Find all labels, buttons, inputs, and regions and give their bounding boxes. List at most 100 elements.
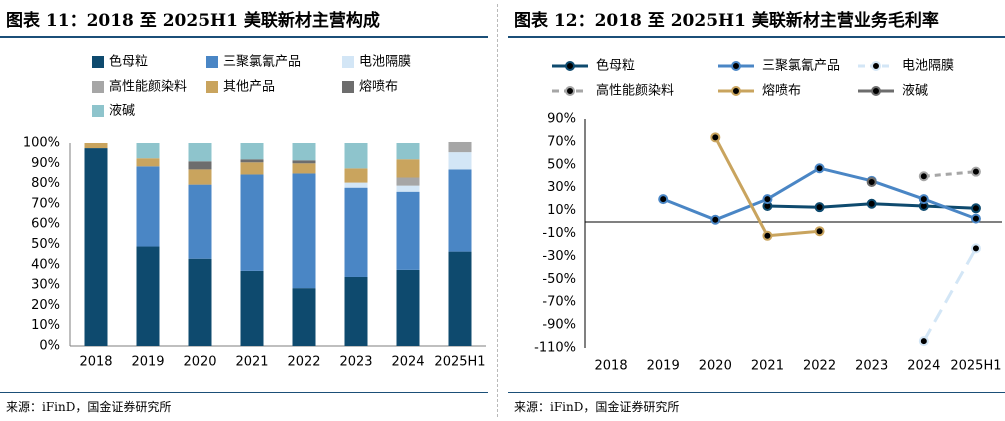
legend-label: 高性能颜染料 — [596, 83, 674, 99]
legend-label: 其他产品 — [223, 80, 275, 95]
y-tick-label: -70% — [542, 295, 576, 310]
y-tick-label: 70% — [547, 134, 576, 149]
bar-segment — [188, 169, 212, 185]
legend-label: 色母粒 — [596, 58, 635, 74]
title-rule — [508, 36, 1005, 38]
data-point — [658, 194, 669, 205]
legend-label: 熔喷布 — [359, 80, 398, 95]
bar-segment — [396, 191, 420, 270]
y-tick-label: 50% — [547, 157, 576, 172]
margin-source-note: 来源：iFinD，国金证券研究所 — [514, 400, 680, 414]
bar-segment — [448, 141, 472, 153]
legend-marker — [871, 61, 881, 71]
data-point — [710, 132, 721, 143]
bar-segment — [344, 168, 368, 183]
x-tick-label: 2023 — [855, 359, 888, 374]
y-tick-label: 90% — [31, 156, 60, 171]
bar-segment — [292, 160, 316, 164]
bar-segment — [344, 143, 368, 169]
y-tick-label: -50% — [542, 272, 576, 287]
legend-swatch — [92, 105, 104, 117]
x-tick-label: 2021 — [751, 359, 784, 374]
y-tick-label: 100% — [23, 136, 60, 151]
bar-segment — [344, 182, 368, 188]
legend-swatch — [342, 56, 354, 68]
bar-segment — [292, 288, 316, 346]
bar-segment — [240, 159, 264, 163]
legend-label: 电池隔膜 — [902, 59, 954, 74]
x-tick-label: 2020 — [183, 355, 216, 370]
data-point — [918, 336, 929, 347]
legend-swatch — [206, 81, 218, 93]
x-tick-label: 2024 — [907, 359, 940, 374]
series-line — [923, 170, 977, 178]
bar-segment — [396, 159, 420, 178]
data-point — [866, 198, 877, 209]
y-tick-label: 30% — [547, 180, 576, 195]
bar-segment — [240, 270, 264, 346]
panel-divider — [497, 4, 498, 417]
data-point — [762, 194, 773, 205]
series-line — [713, 136, 820, 238]
legend-label: 三聚氯氰产品 — [223, 54, 301, 70]
x-tick-label: 2021 — [235, 355, 268, 370]
data-point — [970, 213, 981, 224]
y-tick-label: 70% — [31, 196, 60, 211]
bar-segment — [188, 161, 212, 170]
legend-label: 液碱 — [109, 104, 135, 119]
bar-segment — [448, 169, 472, 252]
bar-segment — [344, 187, 368, 277]
data-point — [970, 166, 981, 177]
x-tick-label: 2024 — [391, 355, 424, 370]
x-tick-label: 2020 — [699, 359, 732, 374]
source-rule — [508, 392, 1005, 393]
y-tick-label: 10% — [547, 203, 576, 218]
x-tick-label: 2025H1 — [950, 359, 1001, 374]
series-line — [922, 247, 978, 342]
y-tick-label: -10% — [542, 226, 576, 241]
data-point — [866, 176, 877, 187]
composition-source-note: 来源：iFinD，国金证券研究所 — [6, 400, 172, 414]
data-point — [814, 202, 825, 213]
legend-label: 高性能颜染料 — [109, 79, 187, 95]
data-point — [918, 194, 929, 205]
bar-segment — [396, 177, 420, 186]
bar-segment — [292, 143, 316, 161]
legend-swatch — [342, 81, 354, 93]
y-tick-label: 40% — [31, 257, 60, 272]
data-point — [814, 226, 825, 237]
y-tick-label: 0% — [39, 339, 60, 354]
composition-panel: 图表 11：2018 至 2025H1 美联新材主营构成 色母粒 三聚氯氰产品 电池… — [0, 0, 488, 421]
margin-chart-title: 图表 12：2018 至 2025H1 美联新材主营业务毛利率 — [514, 11, 939, 31]
x-tick-label: 2023 — [339, 355, 372, 370]
bar-segment — [396, 269, 420, 346]
bar-segment — [396, 185, 420, 192]
legend-label: 色母粒 — [109, 54, 148, 70]
legend-marker — [565, 86, 575, 96]
data-point — [814, 163, 825, 174]
y-tick-label: -90% — [542, 318, 576, 333]
x-tick-label: 2022 — [803, 359, 836, 374]
bar-segment — [136, 143, 160, 159]
legend-marker — [871, 86, 881, 96]
legend-label: 三聚氯氰产品 — [762, 58, 840, 74]
composition-chart-title: 图表 11：2018 至 2025H1 美联新材主营构成 — [6, 11, 380, 31]
y-tick-label: 20% — [31, 298, 60, 313]
bar-segment — [396, 143, 420, 160]
bar-segment — [344, 276, 368, 346]
y-tick-label: 50% — [31, 237, 60, 252]
x-tick-label: 2019 — [131, 355, 164, 370]
data-point — [970, 203, 981, 214]
y-tick-label: 60% — [31, 217, 60, 232]
data-point — [970, 243, 981, 254]
bar-segment — [240, 162, 264, 175]
bar-segment — [448, 251, 472, 346]
x-tick-label: 2019 — [647, 359, 680, 374]
data-point — [710, 214, 721, 225]
bar-segment — [188, 258, 212, 346]
data-point — [762, 230, 773, 241]
bar-segment — [240, 143, 264, 160]
y-tick-label: 90% — [547, 112, 576, 127]
